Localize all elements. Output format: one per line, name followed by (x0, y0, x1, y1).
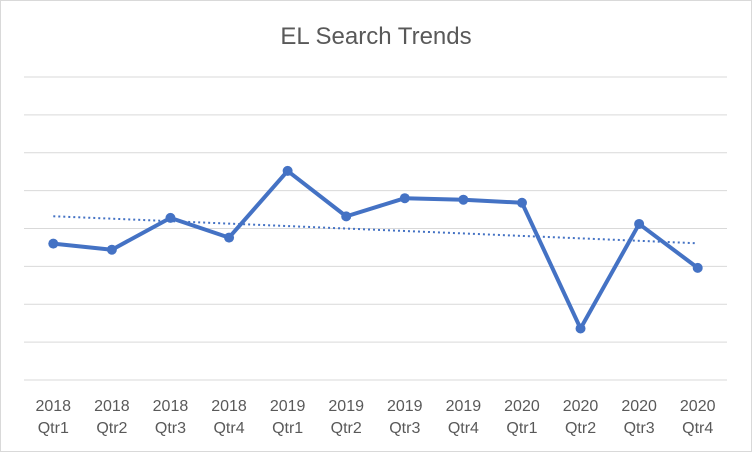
x-tick-label: 2020 Qtr4 (680, 398, 716, 437)
data-point (224, 232, 235, 243)
x-tick-label: 2018 Qtr4 (211, 398, 247, 437)
data-point (106, 244, 117, 255)
data-point (282, 165, 293, 176)
x-axis-tick-labels: 2018 Qtr1 2018 Qtr2 2018 Qtr3 2018 Qtr4 2019 Qtr1… (35, 398, 715, 437)
x-tick-label: 2019 Qtr4 (446, 398, 482, 437)
x-tick-label: 2018 Qtr3 (153, 398, 189, 437)
x-tick-label: 2020 Qtr1 (504, 398, 540, 437)
data-point (634, 218, 645, 229)
data-point (692, 262, 703, 273)
series-points (48, 165, 703, 334)
data-point (165, 212, 176, 223)
x-tick-label: 2018 Qtr1 (35, 398, 71, 437)
data-point (458, 194, 469, 205)
gridlines (24, 76, 727, 381)
chart-title: EL Search Trends (280, 23, 471, 50)
data-point (341, 211, 352, 222)
x-tick-label: 2019 Qtr2 (328, 398, 364, 437)
x-tick-label: 2018 Qtr2 (94, 398, 130, 437)
x-tick-label: 2020 Qtr3 (621, 398, 657, 437)
data-point (48, 238, 59, 249)
series-line (53, 168, 699, 331)
x-tick-label: 2019 Qtr1 (270, 398, 306, 437)
x-tick-label: 2019 Qtr3 (387, 398, 423, 437)
data-point (575, 323, 586, 334)
data-point (516, 197, 527, 208)
data-point (399, 193, 410, 204)
x-tick-label: 2020 Qtr2 (563, 398, 599, 437)
